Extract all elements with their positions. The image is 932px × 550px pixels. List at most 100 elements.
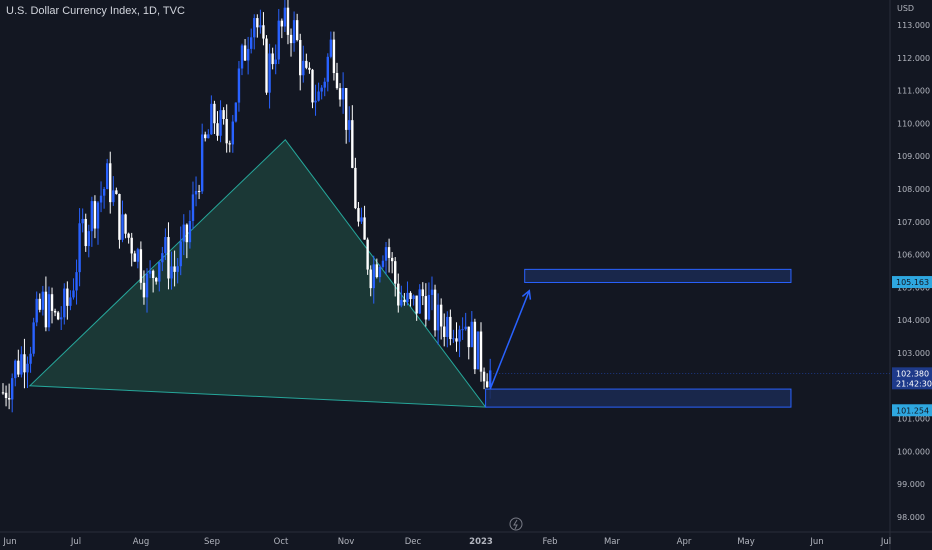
- candle: [485, 373, 489, 388]
- candle: [314, 84, 317, 116]
- candle: [50, 287, 54, 324]
- candle: [467, 326, 470, 360]
- level-tag: [892, 276, 932, 289]
- candle: [415, 295, 418, 321]
- triangle-pattern[interactable]: [28, 139, 487, 408]
- lightning-icon[interactable]: [509, 517, 523, 531]
- candle: [179, 226, 182, 276]
- y-tick-label: 110.000: [897, 119, 930, 128]
- candle: [271, 47, 274, 70]
- candle: [246, 36, 250, 75]
- candle: [464, 312, 467, 331]
- y-tick-label: 106.000: [897, 251, 930, 260]
- candle: [66, 281, 69, 320]
- candle: [194, 176, 198, 207]
- candle: [406, 281, 409, 306]
- symbol-title: U.S. Dollar Currency Index, 1D, TVC: [6, 5, 185, 17]
- candle: [394, 257, 397, 297]
- x-tick-label: Nov: [338, 537, 355, 547]
- candle: [262, 12, 265, 46]
- candle: [4, 385, 8, 407]
- candle: [173, 250, 176, 287]
- candle: [210, 95, 213, 135]
- candle: [41, 285, 45, 316]
- candle: [335, 62, 339, 90]
- candle: [44, 276, 48, 332]
- y-tick-label: 99.000: [897, 480, 925, 489]
- candle: [127, 232, 130, 244]
- y-tick-label: 103.000: [897, 349, 930, 358]
- x-tick-label: Mar: [604, 537, 621, 547]
- candle: [7, 383, 11, 410]
- target-zone[interactable]: [524, 268, 792, 283]
- candle: [482, 367, 486, 390]
- candle: [99, 181, 103, 213]
- x-tick-label: Dec: [405, 537, 422, 547]
- candle: [357, 202, 360, 227]
- candle: [20, 346, 23, 378]
- countdown-timer: 21:42:30: [896, 379, 932, 388]
- level-tag-label: 101.254: [896, 406, 929, 415]
- candle: [167, 222, 170, 290]
- candle: [351, 105, 354, 169]
- candle: [225, 104, 228, 153]
- candle: [369, 265, 372, 297]
- candle: [289, 28, 293, 57]
- candle: [93, 195, 97, 239]
- candle: [121, 200, 124, 243]
- candle: [56, 310, 60, 321]
- candle: [38, 293, 41, 313]
- candle: [381, 255, 385, 269]
- candle: [449, 309, 452, 346]
- candle: [268, 43, 271, 109]
- candle: [53, 308, 57, 317]
- candle: [219, 100, 222, 143]
- candle: [191, 181, 195, 230]
- candle: [200, 123, 204, 194]
- candle: [118, 193, 121, 249]
- candle: [60, 306, 63, 330]
- candle: [130, 232, 133, 267]
- arrow-head: [521, 289, 532, 300]
- candle: [78, 208, 81, 287]
- candle: [455, 322, 458, 352]
- candle: [32, 317, 35, 357]
- candle: [439, 298, 443, 340]
- candle: [378, 264, 382, 283]
- candle: [479, 322, 483, 382]
- x-tick-label: Jul: [70, 537, 81, 547]
- candle: [63, 283, 66, 325]
- candle: [295, 13, 299, 42]
- last-price-value: 102.380: [896, 369, 929, 378]
- candle: [158, 261, 161, 292]
- candle: [280, 18, 284, 39]
- y-tick-label: 111.000: [897, 87, 930, 96]
- x-tick-label: Sep: [204, 537, 220, 547]
- y-tick-label: 107.000: [897, 218, 930, 227]
- x-tick-label: May: [737, 537, 755, 547]
- candle: [476, 331, 480, 370]
- candle: [277, 9, 280, 65]
- candle: [317, 82, 320, 102]
- candle: [274, 44, 277, 75]
- y-tick-label: 98.000: [897, 513, 925, 522]
- candle: [84, 213, 87, 252]
- level-tag: [892, 404, 932, 417]
- projection-arrow[interactable]: [489, 290, 530, 390]
- candle: [176, 258, 179, 284]
- candle: [151, 269, 155, 293]
- candle: [96, 201, 100, 245]
- candle: [35, 291, 38, 327]
- support-zone[interactable]: [485, 388, 792, 408]
- candle: [47, 286, 51, 332]
- candle: [10, 373, 14, 413]
- x-tick-label: Jul: [880, 537, 891, 547]
- candle: [148, 260, 152, 279]
- candle: [29, 346, 32, 373]
- candle: [286, 0, 290, 45]
- candle: [302, 45, 305, 83]
- candle: [446, 311, 449, 348]
- candle: [259, 9, 262, 34]
- candle: [418, 284, 421, 314]
